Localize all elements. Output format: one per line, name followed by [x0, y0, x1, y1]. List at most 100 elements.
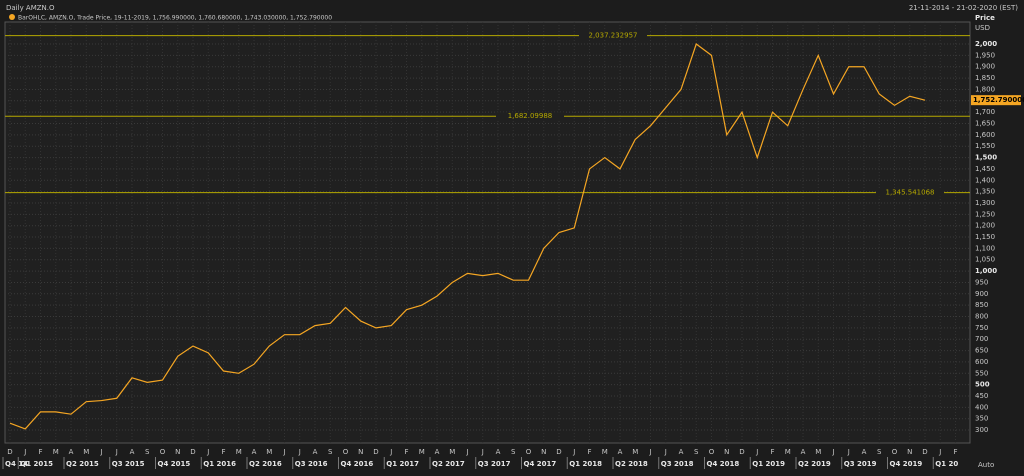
y-tick-label: 1,550: [975, 142, 995, 150]
y-tick-label: 850: [975, 301, 988, 309]
quarter-label: Q3 2019: [844, 460, 877, 468]
x-tick-label: M: [53, 448, 59, 456]
y-tick-label: 350: [975, 415, 988, 423]
x-tick-label: F: [770, 448, 774, 456]
x-tick-label: J: [938, 448, 941, 456]
x-tick-label: A: [313, 448, 318, 456]
x-tick-label: M: [236, 448, 242, 456]
reference-label-bg: [496, 112, 564, 121]
y-tick-label: 1,600: [975, 131, 995, 139]
x-tick-label: M: [785, 448, 791, 456]
y-tick-label: 1,950: [975, 51, 995, 59]
legend-icon: [9, 14, 15, 20]
x-tick-label: J: [99, 448, 102, 456]
x-tick-label: J: [755, 448, 758, 456]
y-tick-label: 1,650: [975, 120, 995, 128]
x-tick-label: D: [739, 448, 744, 456]
quarter-label: Q4 2015: [158, 460, 191, 468]
quarter-label: Q2 2016: [249, 460, 282, 468]
y-tick-label: 1,700: [975, 108, 995, 116]
quarter-label: Q4 2017: [524, 460, 557, 468]
quarter-label: Q4 2019: [890, 460, 923, 468]
x-tick-label: D: [190, 448, 195, 456]
y-axis-unit: USD: [975, 24, 990, 32]
x-tick-label: O: [526, 448, 532, 456]
x-tick-label: J: [23, 448, 26, 456]
x-tick-label: F: [221, 448, 225, 456]
y-tick-label: 1,800: [975, 85, 995, 93]
last-price-tag: [971, 95, 1021, 106]
x-tick-label: D: [7, 448, 12, 456]
x-tick-label: A: [130, 448, 135, 456]
quarter-label: Q3 2016: [295, 460, 328, 468]
y-tick-label: 400: [975, 403, 988, 411]
x-tick-label: J: [572, 448, 575, 456]
quarter-label: Q4 14: [5, 460, 28, 468]
y-tick-label: 1,200: [975, 222, 995, 230]
x-tick-label: J: [389, 448, 392, 456]
x-tick-label: A: [496, 448, 501, 456]
y-tick-label: 1,900: [975, 63, 995, 71]
plot-area: [4, 21, 971, 444]
x-tick-label: D: [922, 448, 927, 456]
x-tick-label: O: [160, 448, 166, 456]
x-tick-label: J: [282, 448, 285, 456]
x-tick-label: A: [679, 448, 684, 456]
x-tick-label: M: [632, 448, 638, 456]
quarter-label: Q1 2016: [203, 460, 236, 468]
x-tick-label: N: [175, 448, 180, 456]
y-tick-label: 1,450: [975, 165, 995, 173]
x-tick-label: J: [831, 448, 834, 456]
x-tick-label: A: [252, 448, 257, 456]
x-tick-label: N: [358, 448, 363, 456]
x-tick-label: D: [373, 448, 378, 456]
x-tick-label: S: [694, 448, 699, 456]
quarter-label: Q4 2018: [707, 460, 740, 468]
quarter-label: Q1 2018: [569, 460, 602, 468]
x-tick-label: F: [404, 448, 408, 456]
y-axis-title: Price: [975, 14, 995, 22]
y-tick-label: 550: [975, 369, 988, 377]
x-tick-label: A: [618, 448, 623, 456]
x-tick-label: A: [862, 448, 867, 456]
quarter-label: Q2 2017: [432, 460, 465, 468]
quarter-label: Q4 2016: [341, 460, 374, 468]
x-tick-label: J: [206, 448, 209, 456]
last-price-label: 1,752.790000: [973, 96, 1024, 104]
x-tick-label: O: [343, 448, 349, 456]
x-tick-label: J: [465, 448, 468, 456]
y-tick-label: 1,050: [975, 256, 995, 264]
reference-label-bg: [876, 188, 944, 197]
x-tick-label: S: [328, 448, 333, 456]
reference-label: 2,037.232957: [589, 32, 638, 40]
y-tick-label: 900: [975, 290, 988, 298]
quarter-label: Q2 2018: [615, 460, 648, 468]
date-range: 21-11-2014 - 21-02-2020 (EST): [909, 4, 1018, 12]
x-tick-label: S: [511, 448, 516, 456]
y-tick-label: 800: [975, 313, 988, 321]
x-tick-label: M: [449, 448, 455, 456]
x-tick-label: A: [801, 448, 806, 456]
y-tick-label: 950: [975, 278, 988, 286]
x-tick-label: J: [481, 448, 484, 456]
x-tick-label: S: [145, 448, 150, 456]
reference-label: 1,345.541068: [886, 189, 935, 197]
x-tick-label: F: [587, 448, 591, 456]
x-tick-label: J: [648, 448, 651, 456]
y-tick-label: 300: [975, 426, 988, 434]
quarter-label: Q3 2018: [661, 460, 694, 468]
x-tick-label: N: [724, 448, 729, 456]
y-tick-label: 1,100: [975, 244, 995, 252]
quarter-label: Q1 20: [935, 460, 958, 468]
x-tick-label: J: [664, 448, 667, 456]
y-tick-label: 1,400: [975, 176, 995, 184]
y-tick-label: 1,000: [975, 267, 997, 275]
x-tick-label: J: [298, 448, 301, 456]
x-tick-label: M: [815, 448, 821, 456]
x-tick-label: N: [541, 448, 546, 456]
x-tick-label: M: [266, 448, 272, 456]
y-tick-label: 650: [975, 347, 988, 355]
reference-label-bg: [579, 31, 647, 40]
quarter-label: Q1 2019: [752, 460, 785, 468]
